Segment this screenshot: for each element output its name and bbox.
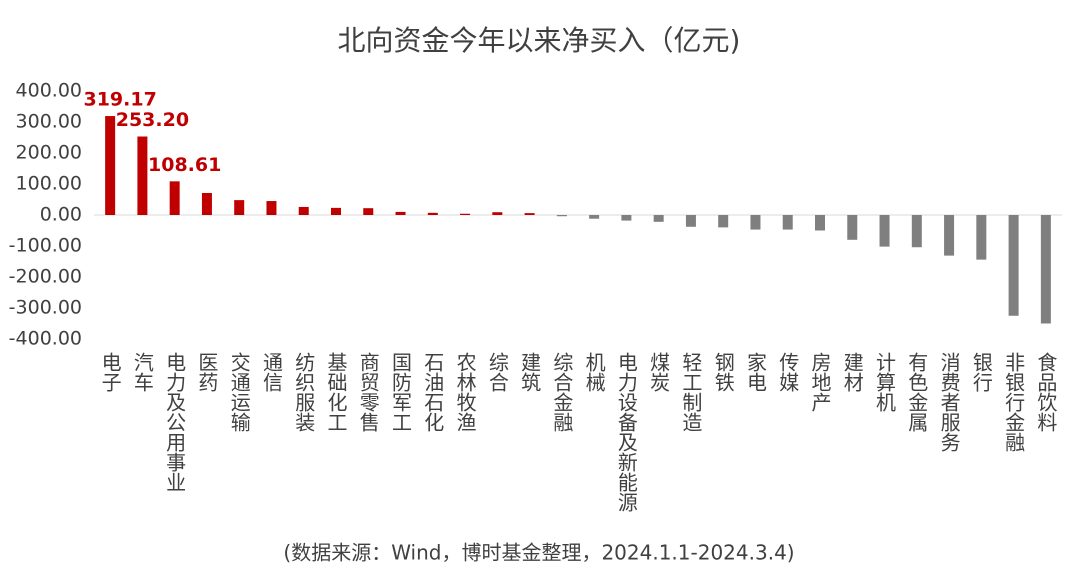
x-tick-label: 机械 (582, 352, 606, 392)
bar (976, 215, 987, 260)
x-tick-label: 建筑 (518, 352, 542, 392)
x-tick-label: 计算机 (873, 352, 897, 412)
x-tick-label: 基础化工 (324, 352, 348, 432)
x-tick-label: 食品饮料 (1034, 352, 1058, 432)
y-tick-label: 0.00 (40, 204, 82, 226)
x-tick-label: 钢铁 (711, 352, 735, 392)
bar (1008, 215, 1019, 316)
bar (718, 215, 729, 228)
value-label: 319.17 (83, 89, 156, 111)
x-tick-label: 家电 (743, 352, 767, 392)
x-tick-label: 国防军工 (389, 352, 413, 432)
x-tick-label: 纺织服装 (292, 352, 316, 432)
bar (589, 215, 600, 219)
bar (234, 200, 245, 215)
x-tick-label: 轻工制造 (679, 352, 703, 432)
bar (137, 136, 148, 215)
x-tick-label: 农林牧渔 (453, 352, 477, 432)
x-tick-label: 石油石化 (421, 352, 445, 432)
value-label: 253.20 (116, 109, 189, 131)
bar (460, 213, 471, 215)
bar (524, 213, 535, 215)
value-label: 108.61 (148, 154, 221, 176)
bar (653, 215, 664, 222)
y-tick-label: 400.00 (16, 80, 82, 102)
bar (944, 215, 955, 256)
bar (750, 215, 761, 230)
x-tick-label: 非银行金融 (1002, 352, 1026, 452)
x-tick-label: 商贸零售 (356, 352, 380, 432)
bar (331, 207, 341, 215)
source-note: (数据来源：Wind，博时基金整理，2024.1.1-2024.3.4) (283, 541, 794, 565)
y-tick-label: -100.00 (9, 235, 82, 257)
y-tick-label: -200.00 (9, 266, 82, 288)
bar (105, 116, 116, 215)
bar (911, 215, 922, 248)
bar (685, 215, 696, 227)
x-tick-label: 有色金属 (905, 352, 929, 433)
bar (427, 212, 438, 215)
bar (556, 215, 567, 217)
x-tick-label: 电力设备及新能源 (614, 352, 638, 512)
x-tick-label: 通信 (259, 352, 283, 392)
y-tick-label: 100.00 (16, 173, 82, 195)
x-tick-label: 交通运输 (227, 352, 251, 432)
bar (492, 212, 503, 215)
bar (298, 206, 309, 215)
chart-title: 北向资金今年以来净买入（亿元) (338, 24, 741, 57)
bar (169, 181, 180, 215)
bar (266, 201, 277, 215)
bar (621, 215, 632, 221)
bar (201, 192, 212, 215)
x-tick-label: 综合 (485, 352, 509, 392)
bar (395, 211, 406, 215)
bar (879, 215, 890, 247)
bar (1040, 215, 1051, 324)
x-tick-label: 综合金融 (550, 352, 574, 432)
y-tick-label: 200.00 (16, 142, 82, 164)
x-tick-label: 医药 (195, 352, 219, 392)
x-tick-label: 传媒 (776, 352, 800, 392)
bar (815, 215, 825, 231)
bar (363, 208, 374, 215)
x-tick-label: 汽车 (130, 352, 154, 392)
x-tick-label: 煤炭 (647, 352, 671, 392)
y-tick-label: -400.00 (9, 328, 82, 350)
x-tick-label: 电子 (98, 352, 122, 392)
x-tick-label: 建材 (840, 352, 864, 392)
y-tick-label: -300.00 (9, 297, 82, 319)
x-tick-label: 电力及公用事业 (163, 352, 187, 492)
x-tick-label: 消费者服务 (937, 352, 961, 452)
bar (847, 215, 858, 240)
y-tick-label: 300.00 (16, 111, 82, 133)
x-tick-label: 银行 (969, 352, 993, 392)
x-tick-label: 房地产 (808, 352, 832, 412)
bar (782, 215, 793, 230)
